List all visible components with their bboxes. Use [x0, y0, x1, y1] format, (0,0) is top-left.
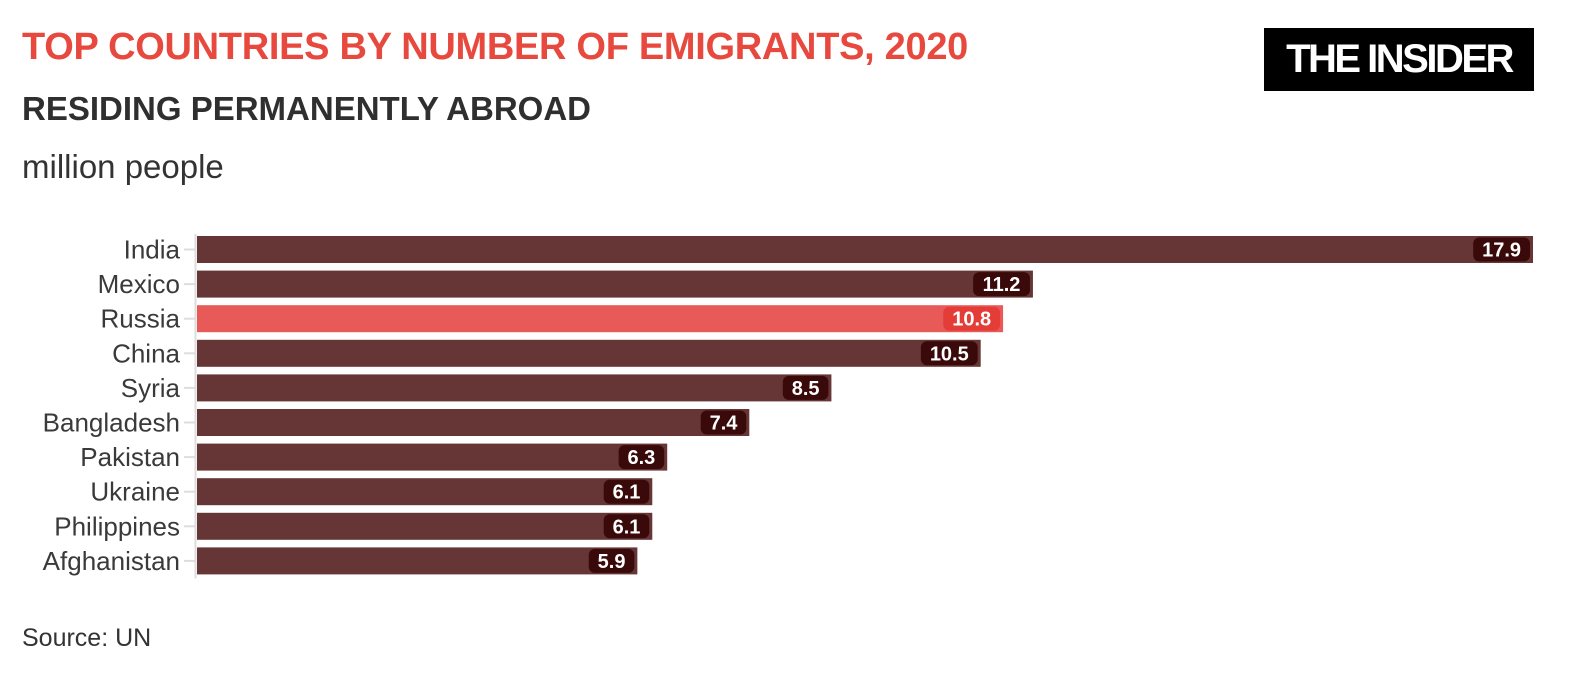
data-label: 10.5 [930, 343, 969, 365]
category-label: Philippines [54, 511, 180, 541]
data-label-background [618, 445, 665, 470]
category-label: India [124, 235, 181, 265]
bar [197, 374, 832, 402]
category-label: Afghanistan [43, 546, 180, 576]
category-label: Bangladesh [43, 408, 180, 438]
bar [197, 270, 1033, 298]
data-label-background [943, 306, 1001, 331]
source-note: Source: UN [22, 624, 152, 652]
bar [197, 409, 750, 436]
data-label: 8.5 [792, 378, 820, 400]
data-label: 5.9 [598, 551, 626, 573]
data-label: 6.1 [613, 482, 641, 504]
data-label-background [603, 514, 650, 539]
chart-subtitle: RESIDING PERMANENTLY ABROAD [22, 90, 592, 127]
data-label: 7.4 [710, 413, 739, 435]
data-label: 6.3 [628, 447, 656, 469]
category-label: Pakistan [80, 442, 180, 472]
data-label: 10.8 [952, 309, 991, 331]
bar-highlight [197, 305, 1004, 333]
data-label-background [588, 548, 635, 573]
publisher-logo: THE INSIDER [1264, 28, 1534, 91]
category-label: Mexico [98, 269, 180, 299]
data-label-background [782, 375, 829, 400]
data-label-background [603, 479, 650, 504]
logo-text: THE INSIDER [1286, 37, 1514, 81]
bar [197, 339, 981, 367]
chart-plot-area: India 17.9 Mexico 11.2 Russia 10.8 China 10.5 Sy… [43, 234, 1533, 579]
bar [197, 512, 653, 540]
data-label-background [700, 410, 747, 435]
bar [197, 547, 638, 575]
unit-label: million people [22, 148, 224, 185]
bar [197, 443, 668, 471]
bar [197, 478, 653, 506]
bar [197, 236, 1533, 263]
data-label: 6.1 [613, 516, 641, 538]
data-label-background [973, 272, 1030, 297]
data-label-background [1473, 237, 1530, 262]
category-label: China [112, 338, 180, 368]
chart-title: TOP COUNTRIES BY NUMBER OF EMIGRANTS, 20… [22, 26, 969, 68]
category-label: Ukraine [90, 477, 180, 507]
category-label: Russia [101, 304, 181, 334]
data-label: 11.2 [983, 274, 1021, 296]
data-label: 17.9 [1482, 240, 1521, 262]
category-label: Syria [121, 373, 181, 403]
data-label-background [920, 341, 978, 366]
